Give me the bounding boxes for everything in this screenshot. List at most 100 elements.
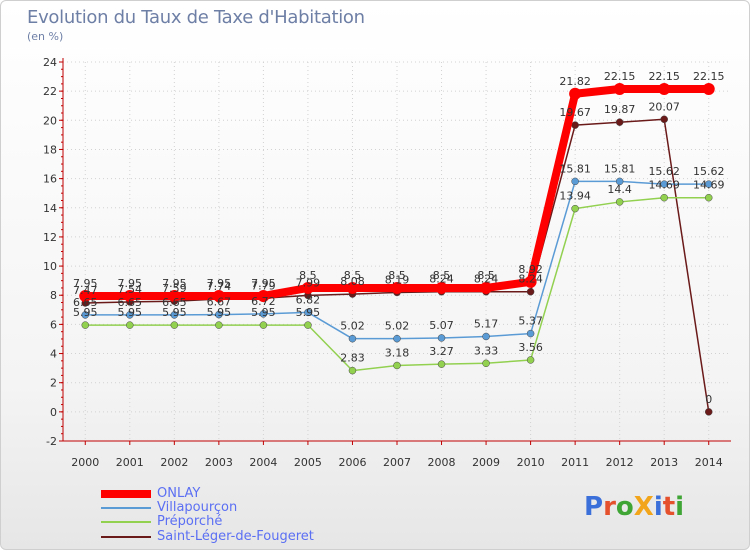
data-label: 22.15 xyxy=(648,70,680,83)
data-label: 3.33 xyxy=(474,344,499,357)
data-point-2 xyxy=(304,321,312,329)
data-point-2 xyxy=(660,193,668,202)
data-point-2 xyxy=(215,321,223,329)
data-label: 3.56 xyxy=(518,341,543,354)
y-tick-label: 8 xyxy=(50,289,57,302)
data-label: 8.19 xyxy=(385,273,410,286)
data-point-0 xyxy=(391,281,403,294)
data-point-2 xyxy=(482,359,490,368)
data-label: 5.95 xyxy=(251,306,276,319)
data-label: 8.5 xyxy=(433,269,451,282)
data-point-0 xyxy=(301,281,314,294)
data-label: 8.5 xyxy=(388,269,406,282)
data-point-0 xyxy=(168,289,181,302)
logo-letter: i xyxy=(653,492,663,522)
data-point-0 xyxy=(524,275,537,288)
y-tick-label: 24 xyxy=(43,56,57,69)
data-point-0 xyxy=(257,289,270,302)
data-label: 15.62 xyxy=(648,165,680,178)
x-tick-label: 2005 xyxy=(294,456,322,469)
data-point-1 xyxy=(660,180,668,188)
y-tick-label: 12 xyxy=(43,231,57,244)
data-point-2 xyxy=(526,356,535,364)
data-point-1 xyxy=(259,310,268,318)
data-point-1 xyxy=(482,332,490,341)
data-label: 6.67 xyxy=(207,296,232,309)
data-label: 6.65 xyxy=(73,296,98,309)
data-label: 19.67 xyxy=(559,106,591,119)
data-label: 8.24 xyxy=(429,273,454,286)
data-label: 6.65 xyxy=(162,296,187,309)
legend-label: Villapourçon xyxy=(157,500,238,515)
x-tick-label: 2003 xyxy=(205,456,233,469)
data-label: 5.95 xyxy=(73,306,98,319)
data-label: 6.72 xyxy=(251,295,276,308)
data-label: 7.95 xyxy=(251,277,276,290)
data-label: 14.69 xyxy=(648,179,680,192)
data-point-3 xyxy=(526,287,535,296)
data-label: 5.95 xyxy=(296,306,321,319)
data-label: 7.95 xyxy=(73,277,98,290)
data-point-1 xyxy=(170,311,179,319)
legend-label: Saint-Léger-de-Fougeret xyxy=(157,529,314,544)
x-tick-label: 2002 xyxy=(160,456,188,469)
data-point-1 xyxy=(126,311,134,319)
data-point-1 xyxy=(615,177,624,186)
data-label: 7.95 xyxy=(118,277,143,290)
data-label: 8.5 xyxy=(299,269,317,282)
data-label: 7.74 xyxy=(207,280,232,293)
data-point-2 xyxy=(571,204,579,213)
data-point-0 xyxy=(212,289,225,302)
y-tick-label: 4 xyxy=(50,348,57,361)
logo-letter: o xyxy=(615,492,634,522)
y-tick-label: 2 xyxy=(50,377,57,390)
x-tick-label: 2006 xyxy=(338,456,366,469)
x-tick-label: 2000 xyxy=(71,456,99,469)
data-label: 5.17 xyxy=(474,317,499,330)
data-label: 5.02 xyxy=(340,320,365,333)
data-label: 15.81 xyxy=(604,162,636,175)
y-tick-label: 20 xyxy=(43,114,57,127)
x-tick-label: 2014 xyxy=(695,456,723,469)
data-point-0 xyxy=(613,82,626,95)
legend-label: ONLAY xyxy=(157,486,201,501)
data-label: 5.95 xyxy=(162,306,187,319)
data-label: 5.95 xyxy=(118,306,143,319)
y-tick-label: 18 xyxy=(43,143,57,156)
logo-letter: i xyxy=(675,492,685,522)
data-label: 8.24 xyxy=(474,273,499,286)
data-point-0 xyxy=(346,281,359,294)
x-tick-label: 2012 xyxy=(606,456,634,469)
x-tick-label: 2011 xyxy=(561,456,589,469)
data-point-0 xyxy=(123,289,136,302)
data-point-0 xyxy=(702,82,715,95)
y-tick-label: 16 xyxy=(43,173,57,186)
data-label: 8.92 xyxy=(518,263,543,276)
data-point-0 xyxy=(658,82,671,95)
y-tick-label: 0 xyxy=(50,406,57,419)
data-label: 8.5 xyxy=(477,269,495,282)
data-point-0 xyxy=(480,281,493,294)
data-point-2 xyxy=(393,361,401,370)
data-label: 5.02 xyxy=(385,320,410,333)
data-point-1 xyxy=(571,177,579,186)
y-tick-label: 22 xyxy=(43,85,57,98)
data-point-0 xyxy=(435,281,448,294)
x-tick-label: 2008 xyxy=(428,456,456,469)
data-label: 7.54 xyxy=(118,283,143,296)
data-label: 15.81 xyxy=(559,162,591,175)
data-point-1 xyxy=(81,311,90,319)
y-tick-label: 10 xyxy=(43,260,57,273)
data-point-1 xyxy=(704,180,713,188)
logo-letter: X xyxy=(633,492,654,522)
data-point-1 xyxy=(215,310,223,319)
logo-letter: P xyxy=(584,492,604,522)
data-label: 13.94 xyxy=(559,190,591,203)
data-point-0 xyxy=(79,289,92,302)
data-label: 5.07 xyxy=(429,319,454,332)
proxiti-logo: ProXiti xyxy=(584,492,684,522)
data-label: 8.24 xyxy=(518,273,543,286)
logo-letter: t xyxy=(662,492,676,522)
data-point-1 xyxy=(304,308,312,317)
